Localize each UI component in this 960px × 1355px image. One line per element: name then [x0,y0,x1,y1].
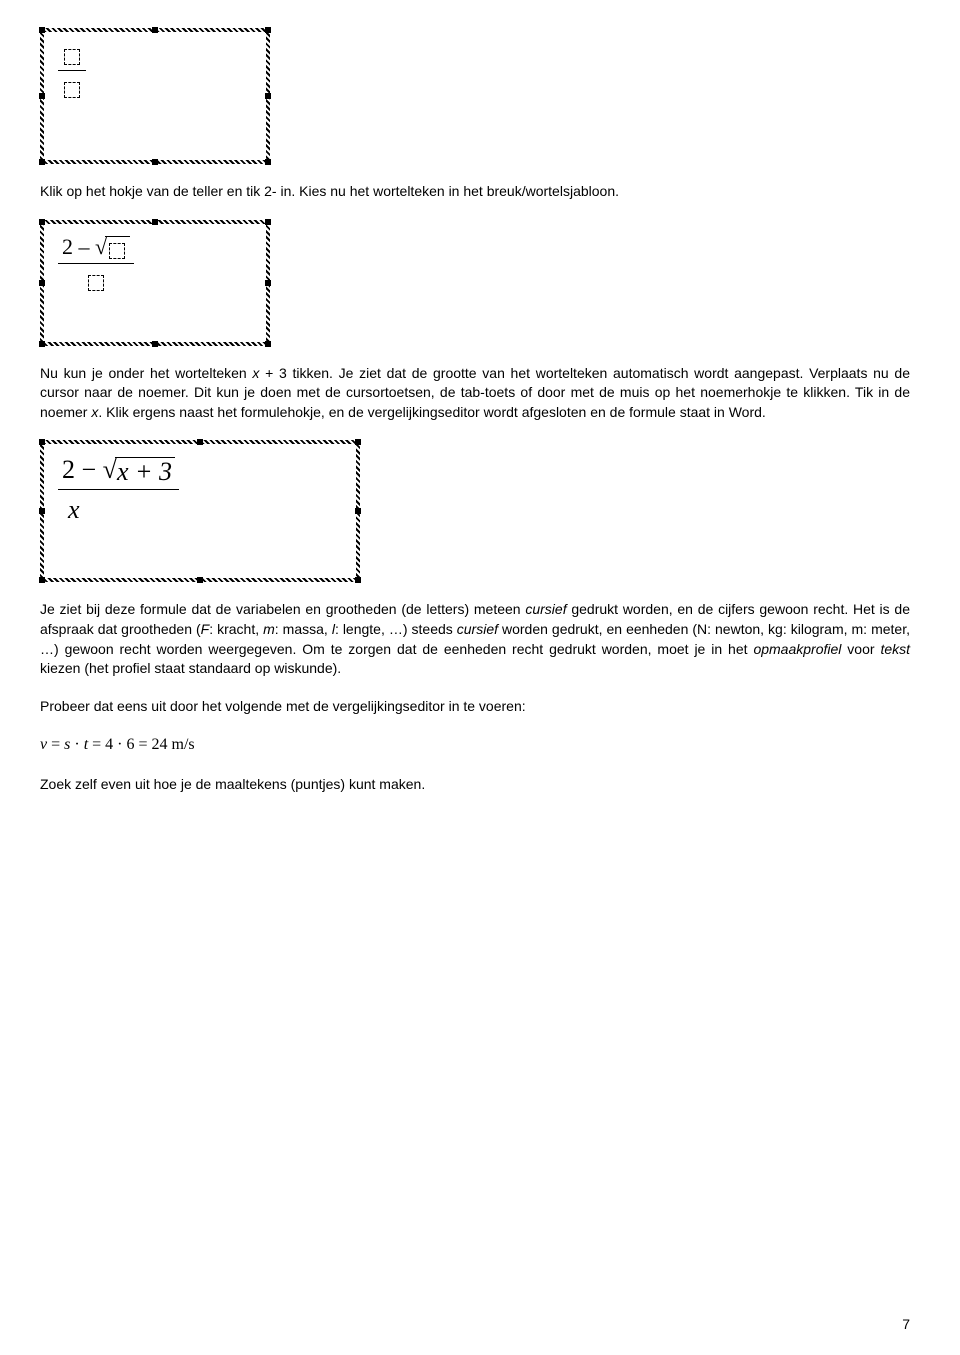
resize-handle[interactable] [39,508,45,514]
resize-handle[interactable] [265,280,271,286]
resize-handle[interactable] [152,159,158,165]
paragraph-4: Probeer dat eens uit door het volgende m… [40,697,910,717]
resize-handle[interactable] [39,341,45,347]
resize-handle[interactable] [39,577,45,583]
radicand-slot[interactable] [109,243,125,259]
denominator-slot[interactable] [88,275,104,291]
resize-handle[interactable] [355,439,361,445]
radicand-text: x + 3 [115,457,175,487]
denominator-text: x [58,490,179,525]
resize-handle[interactable] [197,577,203,583]
resize-handle[interactable] [265,159,271,165]
resize-handle[interactable] [39,219,45,225]
resize-handle[interactable] [39,439,45,445]
numerator-text: 2 − [62,455,103,484]
resize-handle[interactable] [39,93,45,99]
paragraph-1: Klik op het hokje van de teller en tik 2… [40,182,910,202]
paragraph-3: Je ziet bij deze formule dat de variabel… [40,600,910,678]
equation-editor-box-1 [40,28,270,164]
resize-handle[interactable] [197,439,203,445]
denominator-slot[interactable] [64,82,80,98]
resize-handle[interactable] [39,27,45,33]
numerator-text: 2 – [62,234,95,259]
paragraph-2: Nu kun je onder het wortelteken x + 3 ti… [40,364,910,423]
resize-handle[interactable] [39,159,45,165]
formula-line: v = s · t = 4 · 6 = 24 m/s [40,734,910,756]
resize-handle[interactable] [265,93,271,99]
resize-handle[interactable] [265,219,271,225]
resize-handle[interactable] [152,341,158,347]
paragraph-5: Zoek zelf even uit hoe je de maaltekens … [40,775,910,795]
numerator-slot[interactable] [64,49,80,65]
resize-handle[interactable] [265,341,271,347]
equation-content[interactable]: 2 – √ [44,224,266,309]
resize-handle[interactable] [39,280,45,286]
resize-handle[interactable] [355,508,361,514]
equation-content[interactable]: 2 − √x + 3 x [44,444,356,539]
resize-handle[interactable] [152,27,158,33]
equation-editor-box-2: 2 – √ [40,220,270,346]
resize-handle[interactable] [152,219,158,225]
resize-handle[interactable] [265,27,271,33]
equation-content[interactable] [44,32,266,116]
resize-handle[interactable] [355,577,361,583]
page-number: 7 [902,1315,910,1335]
equation-editor-box-3: 2 − √x + 3 x [40,440,360,582]
